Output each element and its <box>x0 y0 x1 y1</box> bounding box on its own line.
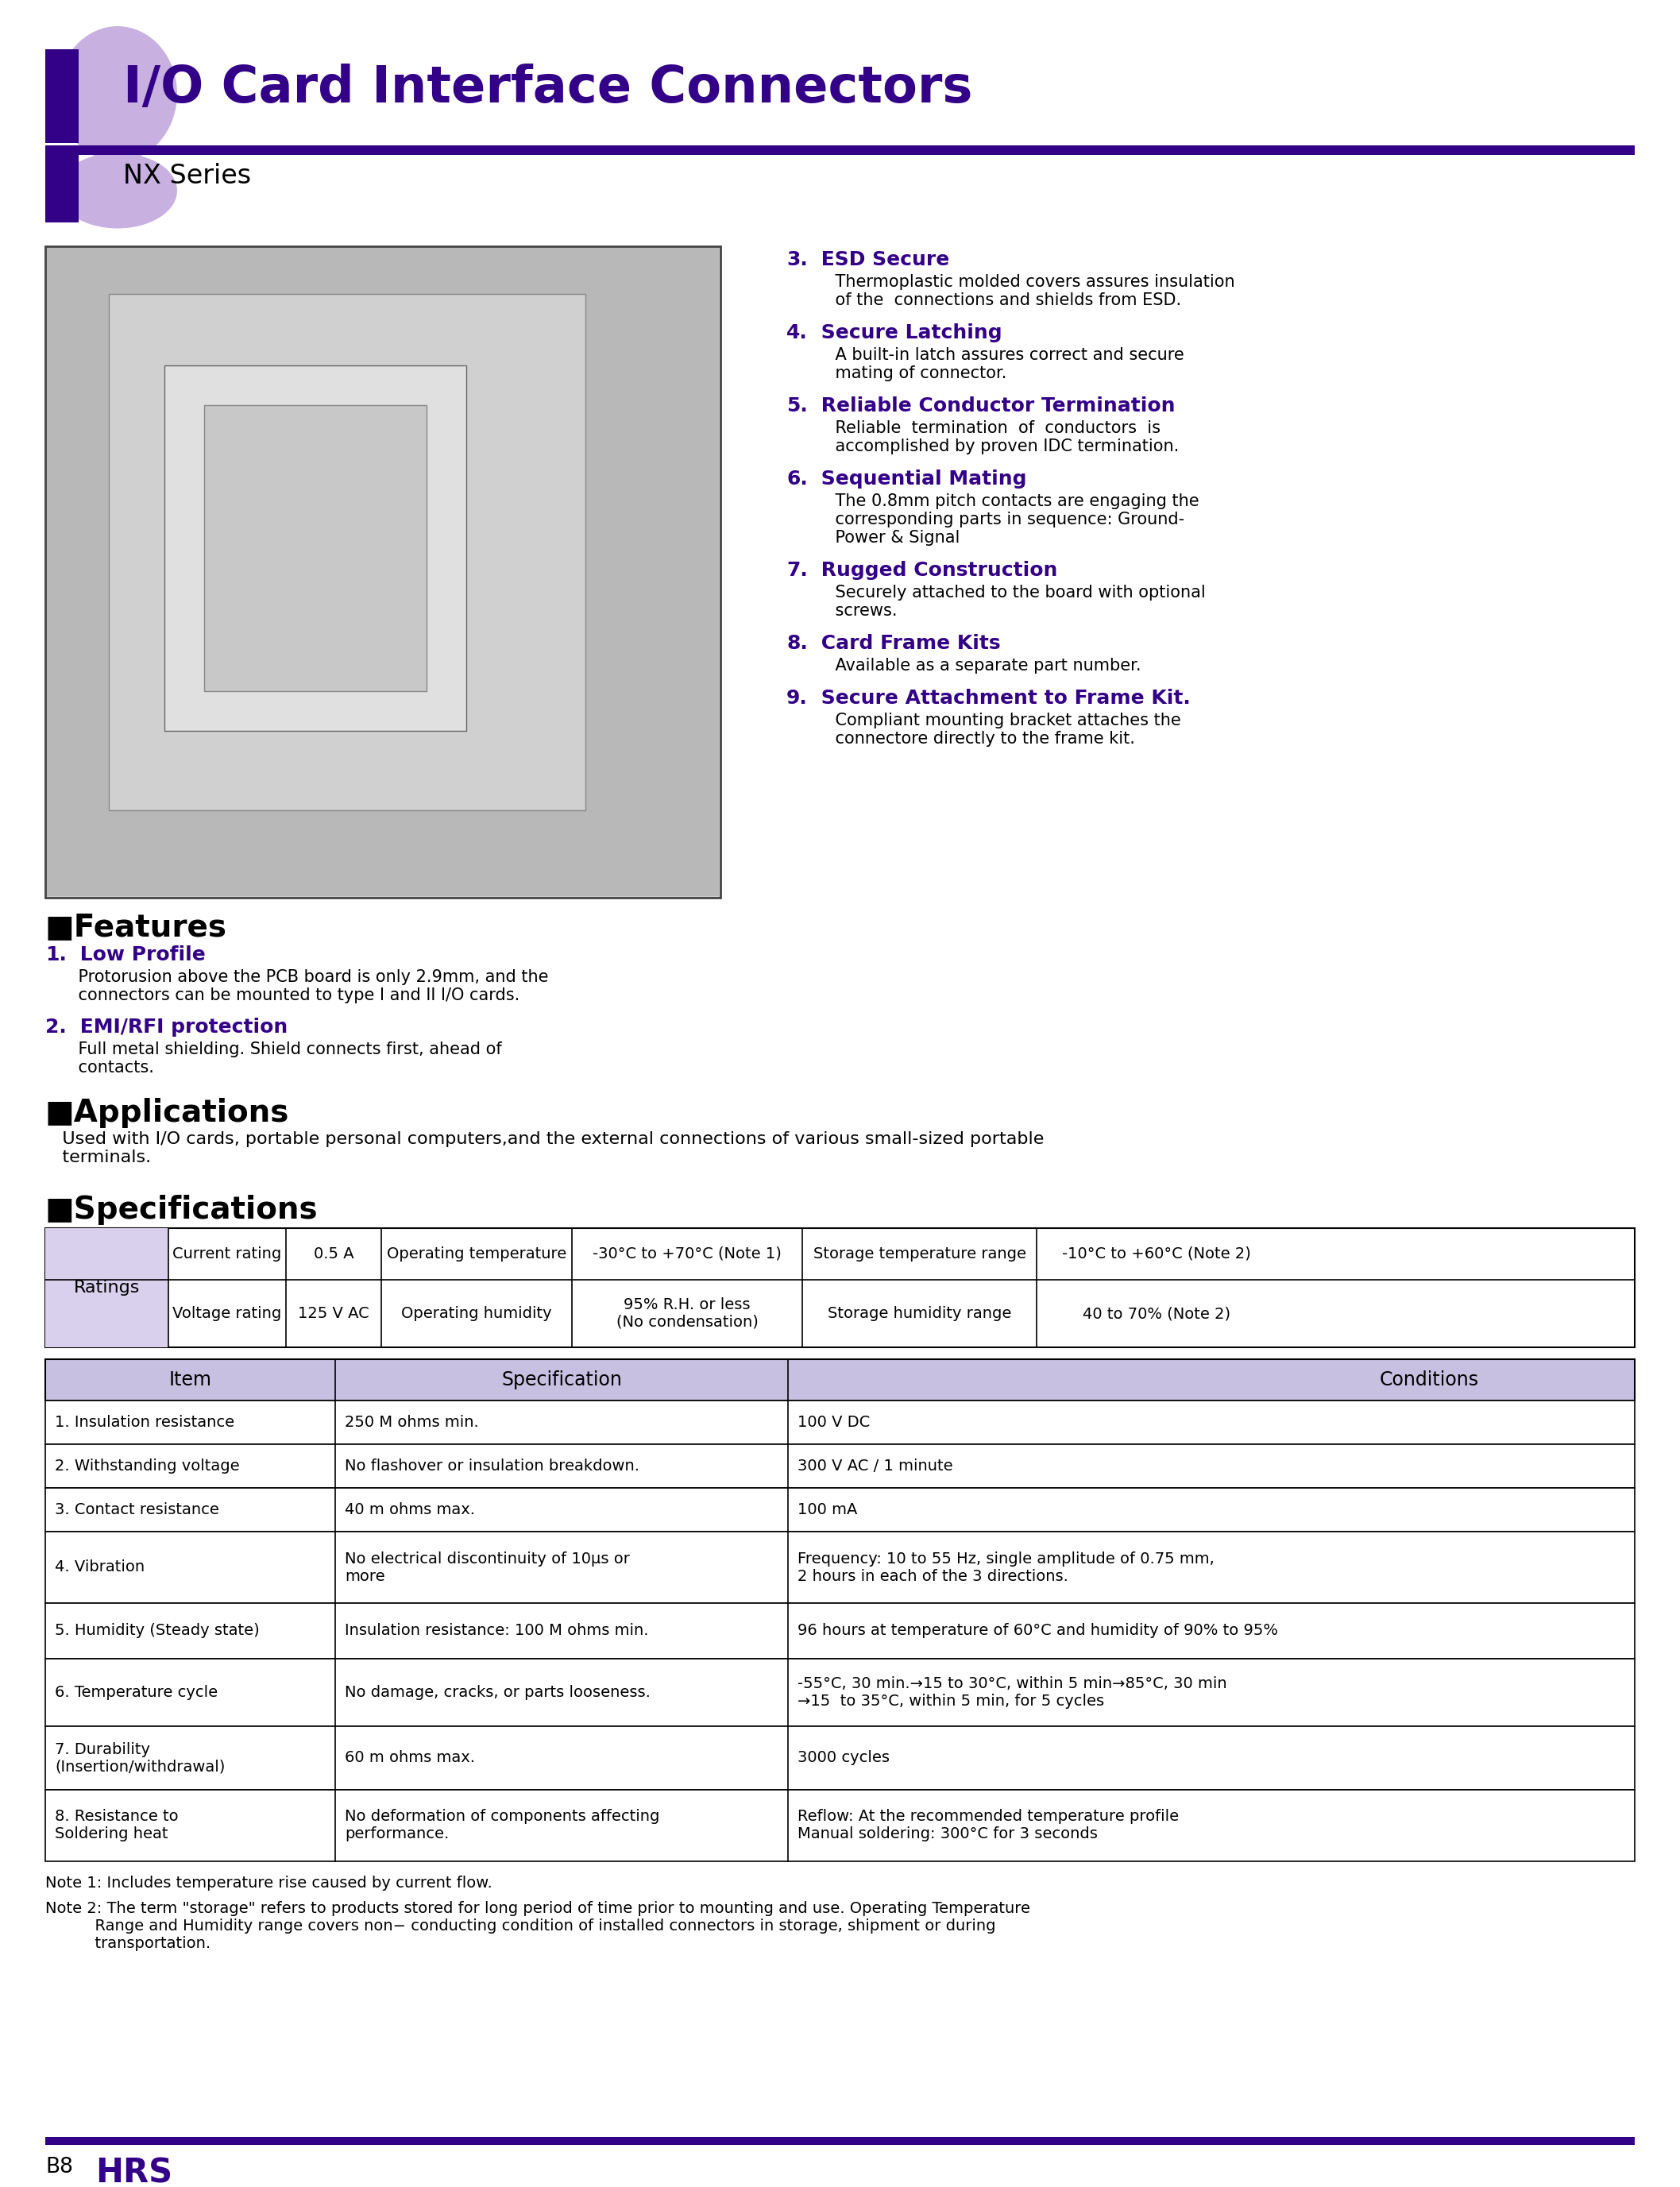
Text: Available as a separate part number.: Available as a separate part number. <box>815 658 1141 674</box>
Bar <box>45 155 79 223</box>
Text: 250 M ohms min.: 250 M ohms min. <box>344 1415 479 1430</box>
Text: NX Series: NX Series <box>123 162 250 188</box>
Text: Reliable Conductor Termination: Reliable Conductor Termination <box>815 396 1176 416</box>
Text: 125 V AC: 125 V AC <box>297 1306 370 1321</box>
Text: Voltage rating: Voltage rating <box>173 1306 282 1321</box>
Text: 5. Humidity (Steady state): 5. Humidity (Steady state) <box>55 1623 259 1638</box>
Text: Compliant mounting bracket attaches the
    connectore directly to the frame kit: Compliant mounting bracket attaches the … <box>815 713 1181 748</box>
Text: 6.: 6. <box>786 470 808 488</box>
Text: Thermoplastic molded covers assures insulation
    of the  connections and shiel: Thermoplastic molded covers assures insu… <box>815 273 1235 308</box>
Text: ■Features: ■Features <box>45 912 227 943</box>
Text: Sequential Mating: Sequential Mating <box>815 470 1026 488</box>
Text: 60 m ohms max.: 60 m ohms max. <box>344 1750 475 1765</box>
Bar <box>45 1487 1635 1531</box>
Text: Ratings: Ratings <box>74 1279 139 1295</box>
Text: Card Frame Kits: Card Frame Kits <box>815 634 1001 654</box>
Text: The 0.8mm pitch contacts are engaging the
    corresponding parts in sequence: G: The 0.8mm pitch contacts are engaging th… <box>815 494 1200 547</box>
Bar <box>165 365 467 730</box>
Text: 4. Vibration: 4. Vibration <box>55 1559 144 1575</box>
Text: 1. Insulation resistance: 1. Insulation resistance <box>55 1415 235 1430</box>
Bar <box>47 247 719 897</box>
Text: Specification: Specification <box>501 1371 622 1389</box>
Text: 2. Withstanding voltage: 2. Withstanding voltage <box>55 1459 240 1474</box>
Text: 7.: 7. <box>786 560 808 580</box>
Text: No damage, cracks, or parts looseness.: No damage, cracks, or parts looseness. <box>344 1684 650 1699</box>
Bar <box>45 1400 1635 1443</box>
Text: Frequency: 10 to 55 Hz, single amplitude of 0.75 mm,
2 hours in each of the 3 di: Frequency: 10 to 55 Hz, single amplitude… <box>798 1551 1215 1583</box>
Text: Secure Attachment to Frame Kit.: Secure Attachment to Frame Kit. <box>815 689 1191 709</box>
Bar <box>45 1229 1635 1347</box>
Text: -30°C to +70°C (Note 1): -30°C to +70°C (Note 1) <box>593 1247 781 1262</box>
Bar <box>45 1229 168 1347</box>
Text: Operating temperature: Operating temperature <box>386 1247 566 1262</box>
Text: 6. Temperature cycle: 6. Temperature cycle <box>55 1684 218 1699</box>
Bar <box>45 1726 1635 1789</box>
Text: 0.5 A: 0.5 A <box>314 1247 354 1262</box>
Text: I/O Card Interface Connectors: I/O Card Interface Connectors <box>123 63 973 114</box>
Text: 2.: 2. <box>45 1017 67 1037</box>
Text: No electrical discontinuity of 10μs or
more: No electrical discontinuity of 10μs or m… <box>344 1551 630 1583</box>
Text: Insulation resistance: 100 M ohms min.: Insulation resistance: 100 M ohms min. <box>344 1623 648 1638</box>
Text: Secure Latching: Secure Latching <box>815 324 1003 343</box>
Text: ■Applications: ■Applications <box>45 1098 289 1128</box>
Text: 3. Contact resistance: 3. Contact resistance <box>55 1502 218 1518</box>
Text: Storage temperature range: Storage temperature range <box>813 1247 1026 1262</box>
Bar <box>45 2137 1635 2145</box>
Bar <box>205 405 427 691</box>
Text: -55°C, 30 min.→15 to 30°C, within 5 min→85°C, 30 min
→15  to 35°C, within 5 min,: -55°C, 30 min.→15 to 30°C, within 5 min→… <box>798 1675 1226 1708</box>
Text: Storage humidity range: Storage humidity range <box>828 1306 1011 1321</box>
Text: Low Profile: Low Profile <box>72 945 205 964</box>
Bar <box>45 50 79 142</box>
Bar <box>45 1789 1635 1861</box>
Text: ■Specifications: ■Specifications <box>45 1194 318 1225</box>
Text: EMI/RFI protection: EMI/RFI protection <box>72 1017 287 1037</box>
Text: Used with I/O cards, portable personal computers,and the external connections of: Used with I/O cards, portable personal c… <box>45 1131 1043 1166</box>
Text: 8. Resistance to
Soldering heat: 8. Resistance to Soldering heat <box>55 1809 178 1841</box>
Text: Item: Item <box>168 1371 212 1389</box>
Text: HRS: HRS <box>96 2156 173 2187</box>
Text: Current rating: Current rating <box>173 1247 282 1262</box>
Text: A built-in latch assures correct and secure
    mating of connector.: A built-in latch assures correct and sec… <box>815 348 1184 381</box>
Bar <box>45 1443 1635 1487</box>
Text: 100 mA: 100 mA <box>798 1502 857 1518</box>
Text: Reflow: At the recommended temperature profile
Manual soldering: 300°C for 3 sec: Reflow: At the recommended temperature p… <box>798 1809 1179 1841</box>
Text: 9.: 9. <box>786 689 808 709</box>
Text: Full metal shielding. Shield connects first, ahead of
    contacts.: Full metal shielding. Shield connects fi… <box>57 1041 502 1076</box>
Ellipse shape <box>59 153 176 227</box>
Bar <box>45 247 721 897</box>
Text: 3.: 3. <box>786 249 808 269</box>
Text: 40 m ohms max.: 40 m ohms max. <box>344 1502 475 1518</box>
Text: 100 V DC: 100 V DC <box>798 1415 870 1430</box>
Bar <box>45 1531 1635 1603</box>
Text: No deformation of components affecting
performance.: No deformation of components affecting p… <box>344 1809 660 1841</box>
Text: Protorusion above the PCB board is only 2.9mm, and the
    connectors can be mou: Protorusion above the PCB board is only … <box>57 969 548 1004</box>
Text: Operating humidity: Operating humidity <box>402 1306 553 1321</box>
Text: 95% R.H. or less
(No condensation): 95% R.H. or less (No condensation) <box>617 1297 758 1330</box>
Text: No flashover or insulation breakdown.: No flashover or insulation breakdown. <box>344 1459 640 1474</box>
Text: Note 2: The term "storage" refers to products stored for long period of time pri: Note 2: The term "storage" refers to pro… <box>45 1901 1030 1951</box>
Text: 40 to 70% (Note 2): 40 to 70% (Note 2) <box>1082 1306 1230 1321</box>
Text: 300 V AC / 1 minute: 300 V AC / 1 minute <box>798 1459 953 1474</box>
Text: Reliable  termination  of  conductors  is
    accomplished by proven IDC termina: Reliable termination of conductors is ac… <box>815 420 1179 455</box>
Text: Securely attached to the board with optional
    screws.: Securely attached to the board with opti… <box>815 584 1206 619</box>
Ellipse shape <box>59 26 176 162</box>
Text: ESD Secure: ESD Secure <box>815 249 949 269</box>
Text: B8: B8 <box>45 2156 72 2178</box>
Bar <box>45 1658 1635 1726</box>
Bar <box>109 293 585 811</box>
Text: Note 1: Includes temperature rise caused by current flow.: Note 1: Includes temperature rise caused… <box>45 1876 492 1892</box>
Text: 5.: 5. <box>786 396 808 416</box>
Text: 3000 cycles: 3000 cycles <box>798 1750 890 1765</box>
Text: 4.: 4. <box>786 324 808 343</box>
Bar <box>45 144 1635 155</box>
Text: 96 hours at temperature of 60°C and humidity of 90% to 95%: 96 hours at temperature of 60°C and humi… <box>798 1623 1278 1638</box>
Bar <box>45 1360 1635 1400</box>
Text: -10°C to +60°C (Note 2): -10°C to +60°C (Note 2) <box>1062 1247 1252 1262</box>
Text: Conditions: Conditions <box>1379 1371 1478 1389</box>
Text: 8.: 8. <box>786 634 808 654</box>
Bar <box>45 1603 1635 1658</box>
Text: 1.: 1. <box>45 945 67 964</box>
Text: Rugged Construction: Rugged Construction <box>815 560 1057 580</box>
Text: 7. Durability
(Insertion/withdrawal): 7. Durability (Insertion/withdrawal) <box>55 1741 225 1774</box>
